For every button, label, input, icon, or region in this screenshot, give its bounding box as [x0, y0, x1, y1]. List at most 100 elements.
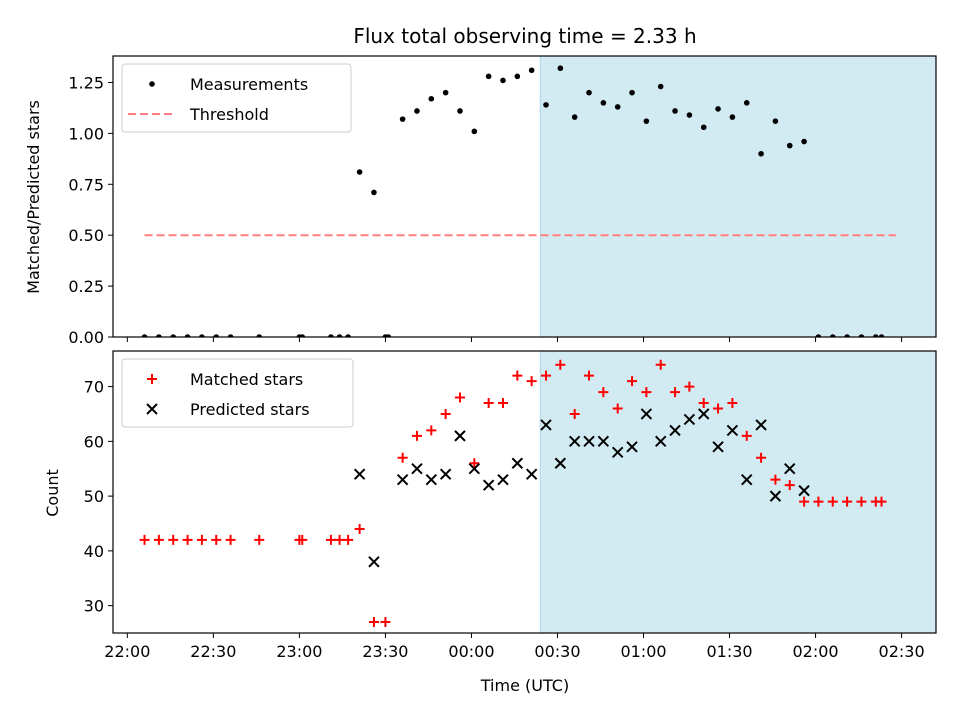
- top-y-tick-label: 0.50: [68, 226, 104, 245]
- measurement-point: [213, 334, 220, 337]
- predicted-stars-point: [468, 463, 481, 475]
- measurement-point: [256, 334, 263, 337]
- bottom-y-tick-label: 70: [84, 378, 104, 397]
- measurement-point: [199, 334, 205, 337]
- predicted-stars-point: [655, 435, 667, 448]
- predicted-stars-point: [353, 468, 366, 480]
- matched-stars-point: [411, 430, 422, 441]
- predicted-stars-point: [554, 457, 567, 469]
- x-tick-label: 23:30: [362, 642, 408, 661]
- predicted-stars-point: [368, 556, 380, 568]
- bottom-y-tick-label: 40: [84, 542, 104, 561]
- matched-stars-point: [139, 534, 150, 545]
- matched-stars-point: [713, 403, 724, 414]
- measurement-point: [758, 150, 764, 157]
- matched-stars-point: [334, 534, 345, 545]
- measurement-point: [700, 124, 707, 131]
- matched-stars-point: [627, 376, 638, 387]
- measurement-point: [336, 334, 343, 337]
- predicted-stars-point: [597, 435, 610, 448]
- matched-stars-point: [655, 359, 666, 370]
- top-axes-frame: [112, 55, 937, 338]
- measurement-point: [356, 169, 363, 175]
- predicted-stars-point: [640, 408, 653, 420]
- measurement-point: [715, 106, 721, 112]
- predicted-stars-point: [396, 473, 409, 486]
- measurement-point: [829, 334, 836, 337]
- matched-stars-point: [526, 376, 537, 387]
- predicted-stars-point: [425, 473, 438, 486]
- measurement-point: [586, 89, 592, 96]
- matched-stars-point: [856, 496, 867, 507]
- measurement-point: [786, 142, 793, 149]
- bottom-panel: 30 40 50 60 70 22:00 22:30 23:00 23:30 00:00 00:30…: [84, 350, 937, 661]
- matched-stars-point: [770, 474, 781, 485]
- matched-stars-point: [440, 408, 451, 419]
- measurement-point: [428, 95, 435, 102]
- matched-stars-point: [168, 534, 179, 545]
- predicted-stars-point: [698, 408, 710, 420]
- top-y-tick-label: 1.25: [68, 73, 104, 92]
- measurement-point: [170, 334, 177, 337]
- measurement-point: [657, 83, 664, 90]
- predicted-stars-point: [769, 490, 782, 502]
- measurement-point: [571, 114, 578, 120]
- measurement-point: [729, 114, 736, 120]
- predicted-stars-point: [611, 446, 624, 459]
- measurement-point: [743, 100, 750, 106]
- predicted-stars-point: [525, 468, 538, 480]
- measurement-point: [442, 89, 449, 96]
- measurement-point: [878, 334, 885, 337]
- measurement-point: [600, 100, 607, 106]
- measurement-point: [686, 112, 693, 118]
- legend-measurements-marker: [149, 81, 155, 87]
- top-y-axis-label: Matched/Predicted stars: [24, 100, 43, 294]
- bottom-axes-frame: [112, 350, 937, 634]
- measurement-point: [227, 334, 234, 337]
- measurement-point: [858, 334, 865, 337]
- x-tick-label: 00:00: [448, 642, 494, 661]
- matched-stars-point: [225, 534, 236, 545]
- measurement-point: [801, 138, 807, 145]
- top-y-tick-label: 0.00: [68, 328, 104, 347]
- predicted-stars-point: [683, 413, 696, 426]
- measurement-point: [643, 118, 650, 124]
- measurement-point: [156, 334, 162, 337]
- predicted-stars-point: [439, 468, 452, 480]
- predicted-stars-point: [454, 430, 466, 442]
- matched-stars-point: [684, 381, 695, 392]
- x-tick-label: 22:30: [190, 642, 236, 661]
- predicted-stars-point: [755, 419, 767, 431]
- top-legend-label: Threshold: [189, 105, 269, 124]
- matched-stars-point: [569, 408, 580, 419]
- x-axis-label: Time (UTC): [480, 676, 569, 695]
- matched-stars-point: [483, 398, 494, 409]
- matched-stars-point: [497, 398, 508, 409]
- predicted-stars-point: [784, 463, 796, 475]
- matched-stars-point: [211, 534, 222, 545]
- top-legend-label: Measurements: [190, 75, 308, 94]
- chart-title: Flux total observing time = 2.33 h: [353, 24, 696, 48]
- measurement-point: [772, 118, 779, 124]
- predicted-stars-point: [726, 424, 739, 437]
- predicted-stars-point: [511, 457, 524, 469]
- matched-stars-point: [153, 534, 164, 545]
- x-tick-label: 01:00: [620, 642, 666, 661]
- x-tick-label: 00:30: [534, 642, 580, 661]
- predicted-stars-point: [583, 435, 595, 448]
- predicted-stars-point: [411, 463, 423, 475]
- predicted-stars-point: [540, 419, 552, 431]
- predicted-stars-point: [497, 473, 509, 486]
- measurement-point: [328, 334, 334, 337]
- measurement-point: [371, 189, 377, 196]
- matched-stars-point: [827, 496, 838, 507]
- matched-stars-point: [454, 392, 465, 403]
- predicted-stars-point: [798, 484, 810, 497]
- predicted-stars-point: [482, 479, 495, 491]
- matched-stars-point: [842, 496, 853, 507]
- matched-stars-point: [426, 425, 437, 436]
- matched-stars-point: [598, 387, 609, 398]
- predicted-stars-point: [669, 424, 681, 437]
- x-tick-label: 01:30: [706, 642, 752, 661]
- measurement-point: [184, 334, 191, 337]
